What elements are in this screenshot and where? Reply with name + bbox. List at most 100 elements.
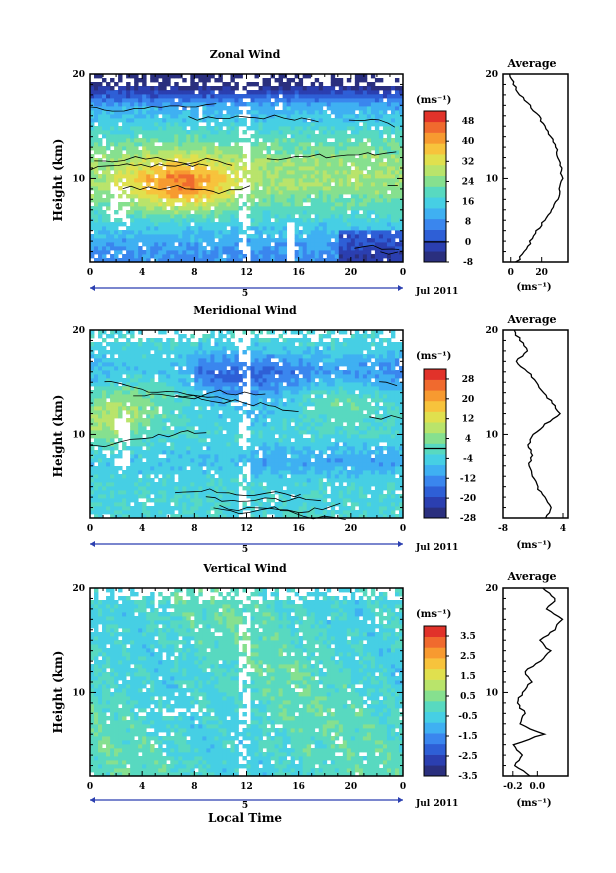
- heatmap-cell: [210, 474, 215, 479]
- heatmap-cell: [382, 94, 388, 99]
- heatmap-cell: [174, 458, 179, 463]
- heatmap-cell: [310, 162, 316, 167]
- heatmap-cell: [338, 430, 344, 435]
- heatmap-cell: [398, 470, 404, 475]
- heatmap-cell: [138, 438, 143, 443]
- heatmap-cell: [234, 430, 239, 435]
- heatmap-cell: [370, 242, 376, 247]
- heatmap-cell: [306, 170, 312, 175]
- heatmap-cell: [258, 446, 263, 451]
- heatmap-cell: [174, 126, 179, 131]
- heatmap-cell: [94, 258, 99, 263]
- heatmap-cell: [126, 82, 131, 87]
- heatmap-cell: [222, 474, 227, 479]
- heatmap-cell: [230, 202, 235, 207]
- heatmap-cell: [334, 210, 340, 215]
- heatmap-cell: [386, 506, 392, 511]
- heatmap-cell: [314, 490, 320, 495]
- heatmap-cell: [258, 122, 263, 127]
- heatmap-cell: [94, 206, 99, 211]
- heatmap-cell: [102, 454, 107, 459]
- heatmap-cell: [138, 486, 143, 491]
- heatmap-cell: [186, 474, 191, 479]
- heatmap-cell: [134, 206, 139, 211]
- heatmap-cell: [266, 442, 271, 447]
- heatmap-cell: [290, 506, 296, 511]
- heatmap-cell: [154, 498, 159, 503]
- heatmap-cell: [338, 246, 344, 251]
- heatmap-cell: [282, 170, 288, 175]
- heatmap-cell: [98, 486, 103, 491]
- heatmap-cell: [126, 242, 131, 247]
- heatmap-cell: [338, 90, 344, 95]
- heatmap-cell: [130, 214, 135, 219]
- heatmap-cell: [174, 514, 179, 519]
- heatmap-cell: [338, 258, 344, 263]
- heatmap-cell: [146, 150, 151, 155]
- heatmap-cell: [218, 506, 223, 511]
- heatmap-cell: [290, 470, 296, 475]
- heatmap-cell: [294, 450, 300, 455]
- heatmap-cell: [354, 82, 360, 87]
- heatmap-cell: [322, 126, 328, 131]
- heatmap-cell: [222, 434, 227, 439]
- heatmap-cell: [394, 110, 400, 115]
- heatmap-cell: [254, 466, 259, 471]
- heatmap-cell: [230, 222, 235, 227]
- heatmap-cell: [394, 102, 400, 107]
- heatmap-cell: [130, 486, 135, 491]
- heatmap-cell: [126, 150, 131, 155]
- heatmap-cell: [310, 222, 316, 227]
- heatmap-cell: [326, 234, 332, 239]
- heatmap-cell: [374, 466, 380, 471]
- heatmap-cell: [118, 234, 123, 239]
- heatmap-cell: [362, 150, 368, 155]
- heatmap-cell: [298, 502, 304, 507]
- heatmap-cell: [282, 114, 288, 119]
- heatmap-cell: [314, 462, 320, 467]
- heatmap-cell: [258, 494, 263, 499]
- heatmap-cell: [238, 138, 243, 143]
- heatmap-cell: [118, 142, 123, 147]
- heatmap-cell: [146, 158, 151, 163]
- heatmap-cell: [106, 182, 111, 187]
- heatmap-cell: [154, 178, 159, 183]
- heatmap-cell: [366, 186, 372, 191]
- heatmap-cell: [138, 118, 143, 123]
- heatmap-cell: [182, 250, 187, 255]
- heatmap-cell: [394, 430, 400, 435]
- heatmap-cell: [322, 94, 328, 99]
- heatmap-cell: [278, 258, 284, 263]
- heatmap-cell: [362, 166, 368, 171]
- heatmap-cell: [318, 146, 324, 151]
- heatmap-cell: [162, 258, 167, 263]
- heatmap-cell: [162, 130, 167, 135]
- heatmap-cell: [262, 242, 267, 247]
- heatmap-cell: [170, 106, 175, 111]
- heatmap-cell: [154, 102, 159, 107]
- heatmap-cell: [166, 106, 171, 111]
- heatmap-cell: [154, 162, 159, 167]
- heatmap-cell: [90, 214, 95, 219]
- heatmap-cell: [138, 114, 143, 119]
- heatmap-cell: [98, 150, 103, 155]
- heatmap-cell: [110, 78, 115, 83]
- heatmap-cell: [314, 206, 320, 211]
- heatmap-cell: [298, 490, 304, 495]
- heatmap-cell: [274, 170, 279, 175]
- heatmap-cell: [182, 158, 187, 163]
- heatmap-cell: [298, 142, 304, 147]
- heatmap-cell: [222, 94, 227, 99]
- heatmap-cell: [354, 162, 360, 167]
- heatmap-cell: [386, 126, 392, 131]
- heatmap-cell: [214, 250, 219, 255]
- heatmap-cell: [98, 430, 103, 435]
- heatmap-cell: [194, 106, 199, 111]
- heatmap-cell: [366, 466, 372, 471]
- heatmap-cell: [318, 258, 324, 263]
- heatmap-cell: [398, 90, 404, 95]
- heatmap-cell: [178, 102, 183, 107]
- heatmap-cell: [206, 78, 211, 83]
- heatmap-cell: [310, 246, 316, 251]
